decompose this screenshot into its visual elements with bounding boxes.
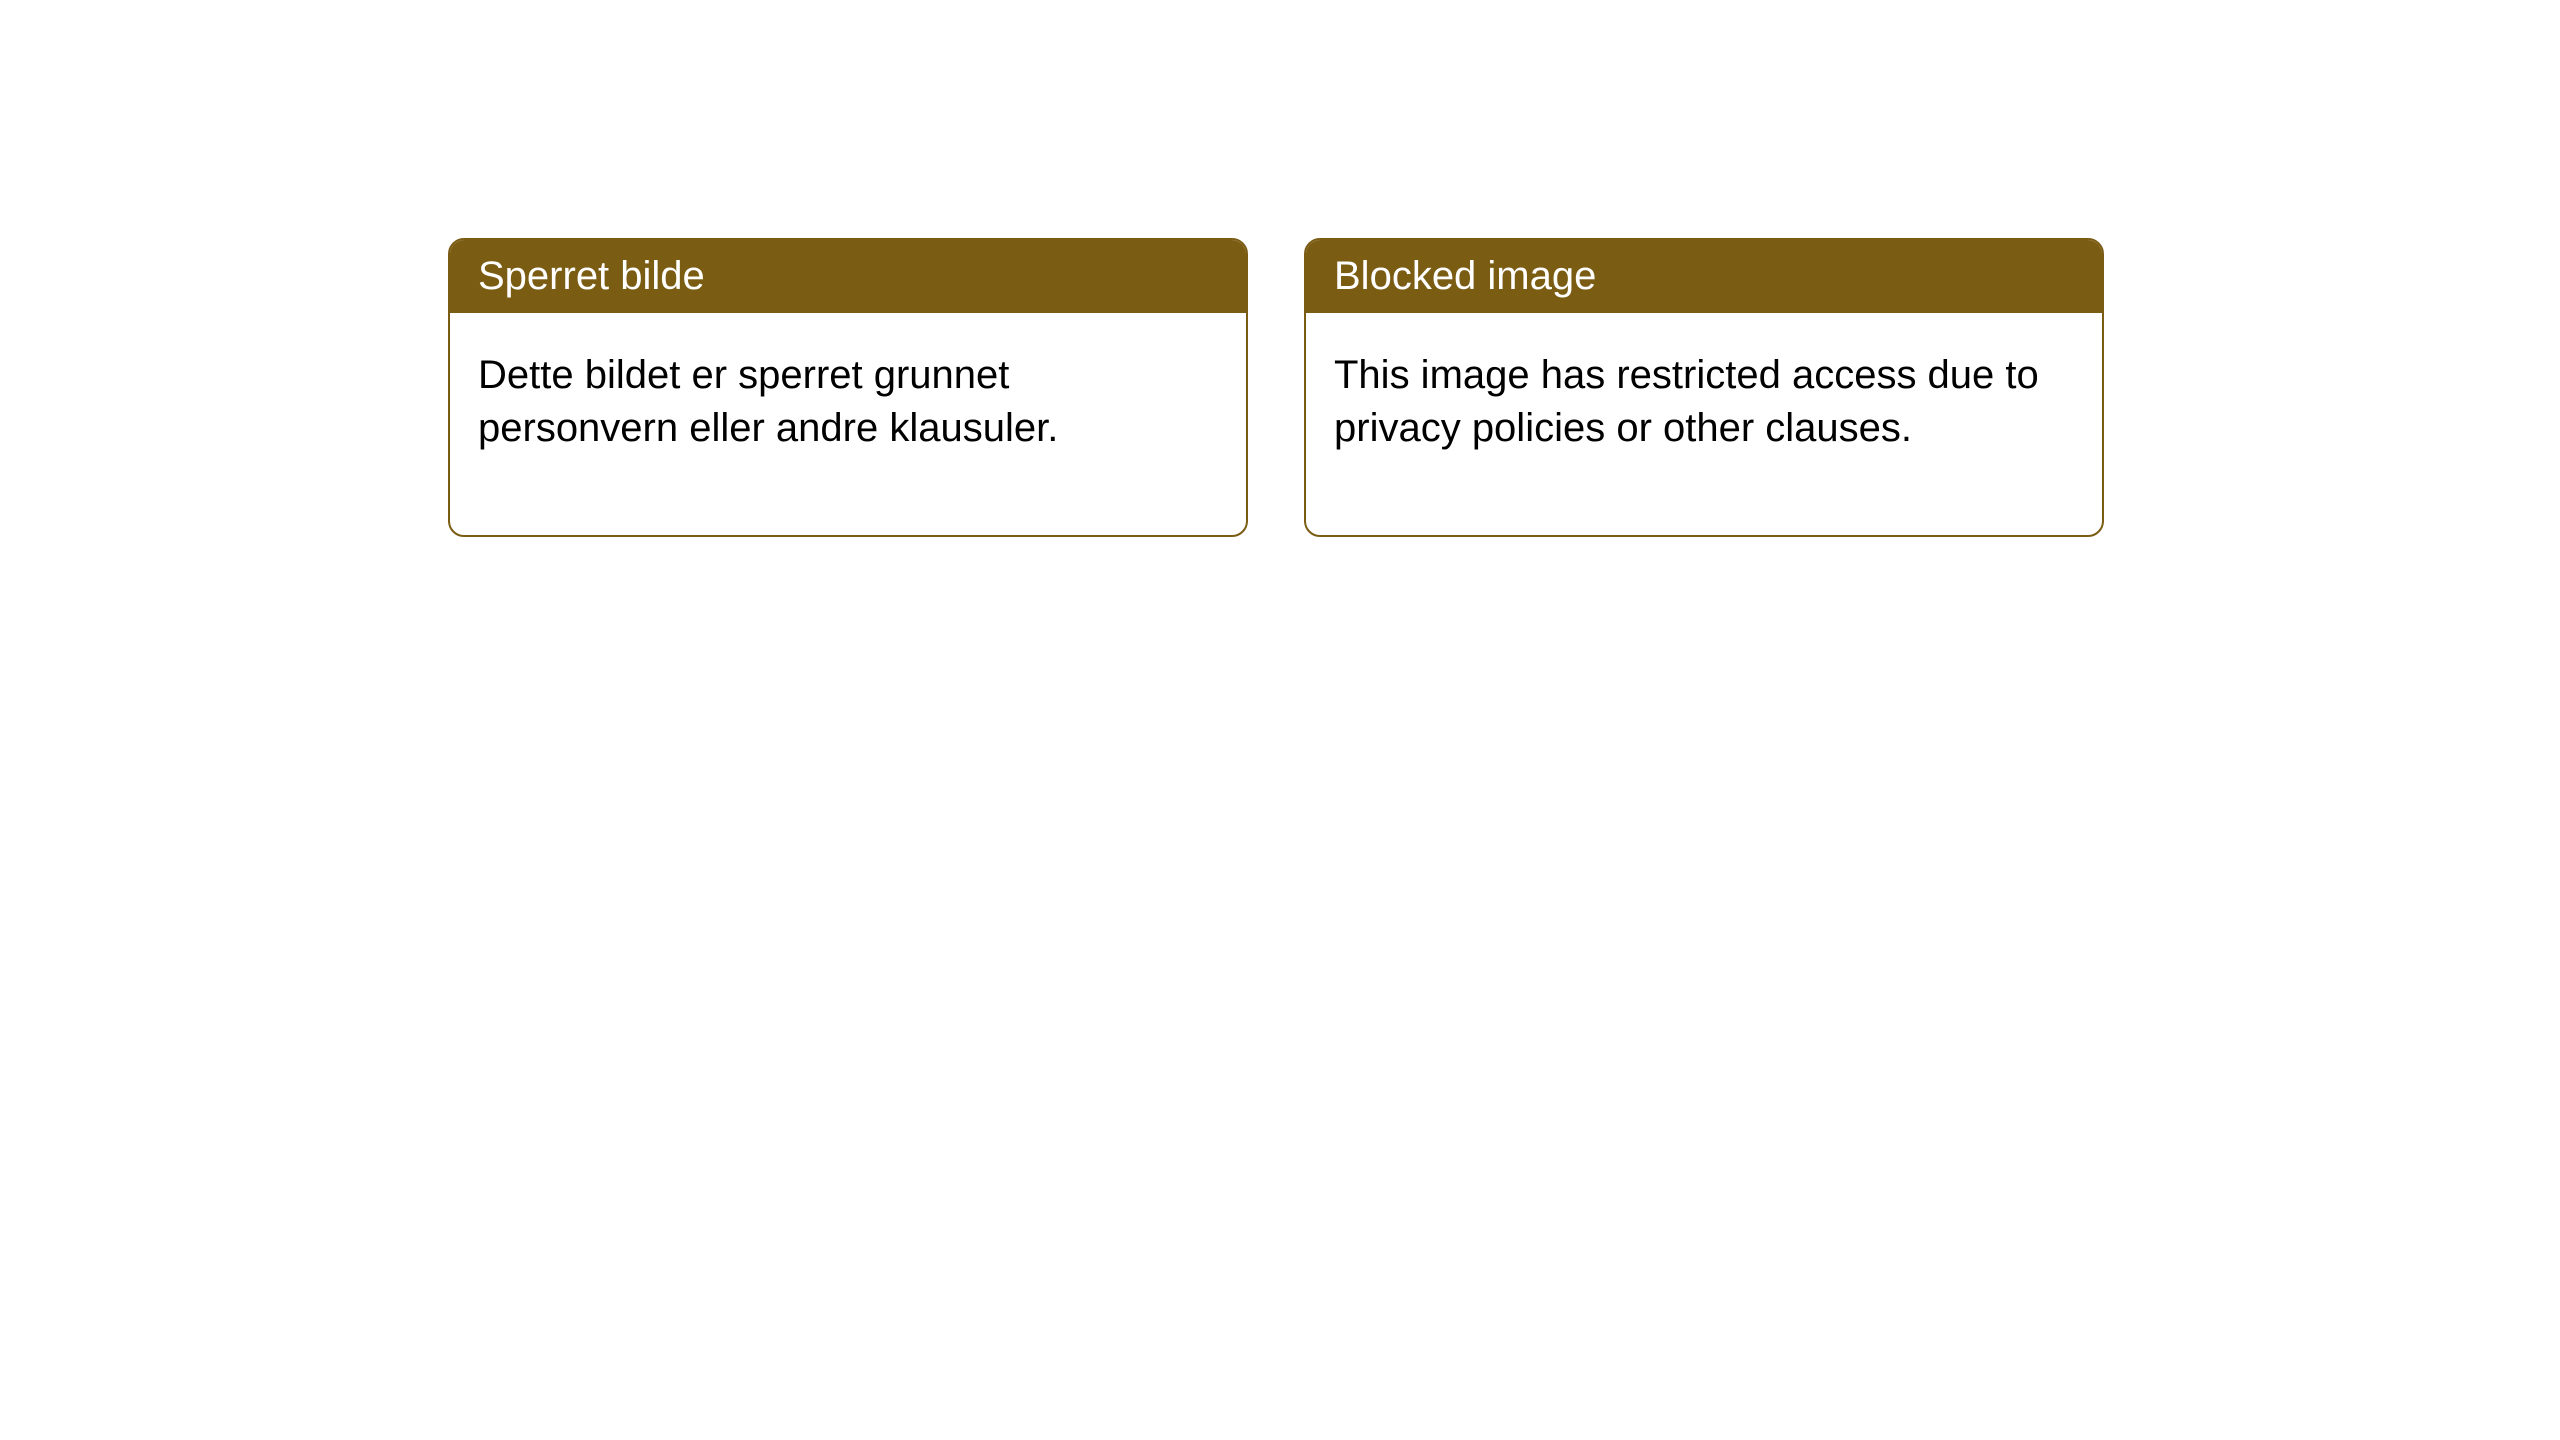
notice-header-norwegian: Sperret bilde xyxy=(450,240,1246,313)
notice-body-norwegian: Dette bildet er sperret grunnet personve… xyxy=(450,313,1246,535)
notice-header-english: Blocked image xyxy=(1306,240,2102,313)
notice-body-english: This image has restricted access due to … xyxy=(1306,313,2102,535)
notice-card-english: Blocked image This image has restricted … xyxy=(1304,238,2104,537)
notice-container: Sperret bilde Dette bildet er sperret gr… xyxy=(448,238,2104,537)
notice-card-norwegian: Sperret bilde Dette bildet er sperret gr… xyxy=(448,238,1248,537)
